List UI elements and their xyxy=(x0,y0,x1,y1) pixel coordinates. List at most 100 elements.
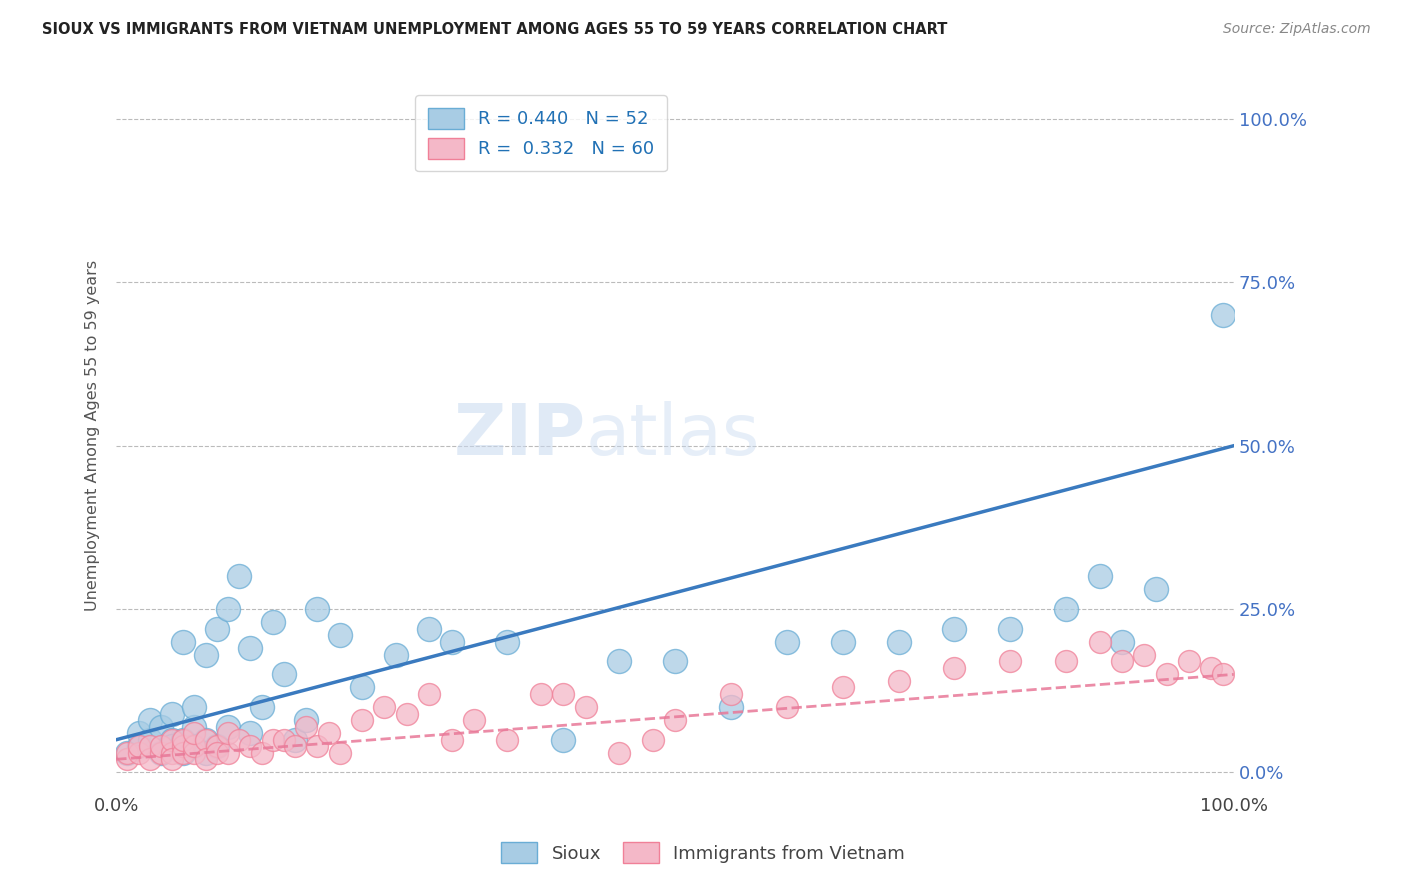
Point xyxy=(160,732,183,747)
Point xyxy=(160,746,183,760)
Point xyxy=(496,634,519,648)
Text: SIOUX VS IMMIGRANTS FROM VIETNAM UNEMPLOYMENT AMONG AGES 55 TO 59 YEARS CORRELAT: SIOUX VS IMMIGRANTS FROM VIETNAM UNEMPLO… xyxy=(42,22,948,37)
Point xyxy=(1111,654,1133,668)
Point xyxy=(1054,654,1077,668)
Point xyxy=(329,746,352,760)
Point xyxy=(553,687,575,701)
Point xyxy=(160,706,183,721)
Point xyxy=(139,732,162,747)
Point xyxy=(262,732,284,747)
Point xyxy=(1156,667,1178,681)
Point xyxy=(160,752,183,766)
Point xyxy=(418,622,440,636)
Point xyxy=(117,746,139,760)
Point xyxy=(575,700,598,714)
Point xyxy=(183,726,205,740)
Point xyxy=(352,681,374,695)
Point xyxy=(1212,308,1234,322)
Point xyxy=(943,622,966,636)
Point xyxy=(295,713,318,727)
Point xyxy=(284,739,307,754)
Point xyxy=(440,634,463,648)
Point xyxy=(128,726,150,740)
Point xyxy=(239,641,262,656)
Point xyxy=(205,739,228,754)
Point xyxy=(149,739,172,754)
Point xyxy=(172,739,194,754)
Text: ZIP: ZIP xyxy=(453,401,586,470)
Point xyxy=(149,746,172,760)
Point xyxy=(440,732,463,747)
Point xyxy=(418,687,440,701)
Point xyxy=(228,569,250,583)
Point xyxy=(943,661,966,675)
Point xyxy=(239,739,262,754)
Point xyxy=(250,746,273,760)
Legend: R = 0.440   N = 52, R =  0.332   N = 60: R = 0.440 N = 52, R = 0.332 N = 60 xyxy=(415,95,666,171)
Point xyxy=(307,739,329,754)
Text: atlas: atlas xyxy=(586,401,761,470)
Point xyxy=(172,634,194,648)
Point xyxy=(1111,634,1133,648)
Point xyxy=(128,739,150,754)
Point xyxy=(776,700,799,714)
Point xyxy=(1088,569,1111,583)
Point xyxy=(329,628,352,642)
Point xyxy=(664,713,686,727)
Point xyxy=(250,700,273,714)
Text: Source: ZipAtlas.com: Source: ZipAtlas.com xyxy=(1223,22,1371,37)
Point xyxy=(205,739,228,754)
Point xyxy=(194,732,217,747)
Point xyxy=(295,720,318,734)
Point xyxy=(607,654,630,668)
Point xyxy=(1000,654,1022,668)
Point xyxy=(1144,582,1167,597)
Point xyxy=(183,700,205,714)
Point xyxy=(352,713,374,727)
Point xyxy=(139,739,162,754)
Point xyxy=(172,732,194,747)
Point xyxy=(720,687,742,701)
Point xyxy=(720,700,742,714)
Point xyxy=(183,739,205,754)
Point xyxy=(553,732,575,747)
Point xyxy=(183,746,205,760)
Point xyxy=(183,739,205,754)
Point xyxy=(194,752,217,766)
Point xyxy=(318,726,340,740)
Point xyxy=(831,634,853,648)
Point xyxy=(776,634,799,648)
Point xyxy=(463,713,485,727)
Point xyxy=(194,746,217,760)
Point xyxy=(117,746,139,760)
Point xyxy=(172,746,194,760)
Point xyxy=(273,667,295,681)
Point xyxy=(373,700,395,714)
Point xyxy=(395,706,418,721)
Y-axis label: Unemployment Among Ages 55 to 59 years: Unemployment Among Ages 55 to 59 years xyxy=(86,260,100,612)
Point xyxy=(217,602,239,616)
Point xyxy=(194,732,217,747)
Legend: Sioux, Immigrants from Vietnam: Sioux, Immigrants from Vietnam xyxy=(491,831,915,874)
Point xyxy=(239,726,262,740)
Point xyxy=(664,654,686,668)
Point xyxy=(1133,648,1156,662)
Point xyxy=(262,615,284,629)
Point xyxy=(194,648,217,662)
Point xyxy=(172,746,194,760)
Point xyxy=(641,732,664,747)
Point xyxy=(273,732,295,747)
Point xyxy=(128,746,150,760)
Point xyxy=(139,752,162,766)
Point xyxy=(183,720,205,734)
Point xyxy=(1088,634,1111,648)
Point xyxy=(217,746,239,760)
Point xyxy=(217,720,239,734)
Point xyxy=(1212,667,1234,681)
Point xyxy=(496,732,519,747)
Point xyxy=(149,746,172,760)
Point xyxy=(205,622,228,636)
Point xyxy=(607,746,630,760)
Point xyxy=(384,648,406,662)
Point xyxy=(307,602,329,616)
